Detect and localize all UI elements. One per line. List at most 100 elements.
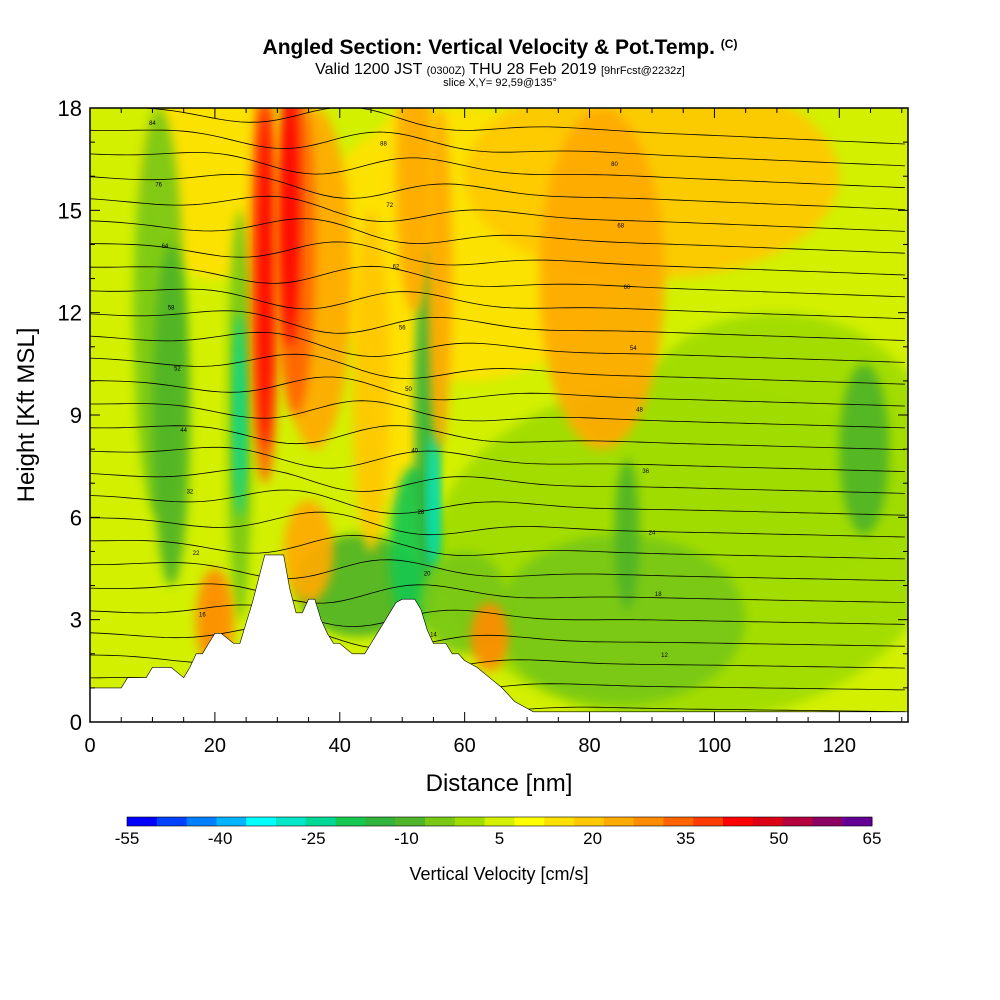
theta-contour-9 bbox=[90, 489, 905, 516]
theta-contour-21 bbox=[90, 218, 905, 254]
theta-contour-24 bbox=[90, 152, 905, 189]
contour-label: 20 bbox=[424, 571, 431, 577]
colorbar-tick-label: 5 bbox=[495, 829, 504, 848]
theta-contour-20 bbox=[90, 241, 905, 276]
contour-label: 12 bbox=[661, 653, 668, 659]
contour-label: 62 bbox=[393, 264, 400, 270]
contour-label: 72 bbox=[386, 203, 393, 209]
colorbar-swatch-0 bbox=[454, 817, 486, 826]
theta-contour-22 bbox=[90, 195, 905, 232]
theta-contour-19 bbox=[90, 265, 905, 298]
velocity-cell-28 bbox=[470, 602, 509, 671]
x-tick-label: 60 bbox=[454, 735, 476, 757]
terrain-profile bbox=[89, 554, 909, 723]
colorbar-swatch-5 bbox=[484, 817, 515, 826]
x-tick-label: 100 bbox=[698, 735, 731, 757]
contour-label: 44 bbox=[180, 428, 187, 434]
colorbar-swatch-45 bbox=[723, 817, 754, 826]
theta-contour-8 bbox=[90, 511, 905, 538]
contour-label: 88 bbox=[380, 142, 387, 148]
velocity-cell-16 bbox=[614, 459, 640, 610]
valid-prefix: Valid 1200 JST bbox=[315, 61, 423, 78]
velocity-cell-20 bbox=[352, 210, 390, 552]
colorbar-swatch-40 bbox=[693, 817, 724, 826]
contour-label: 52 bbox=[174, 367, 181, 373]
colorbar-tick-label: 35 bbox=[676, 829, 695, 848]
colorbar-swatch--10 bbox=[395, 817, 426, 826]
colorbar-swatch-65 bbox=[842, 817, 873, 826]
theta-contour-5 bbox=[90, 583, 905, 604]
colorbar-swatch--45 bbox=[186, 817, 217, 826]
valid-date: THU 28 Feb 2019 bbox=[469, 61, 597, 78]
valid-time-line: Valid 1200 JST (0300Z) THU 28 Feb 2019 [… bbox=[0, 61, 1000, 79]
contour-label: 32 bbox=[187, 489, 194, 495]
contour-label: 64 bbox=[162, 244, 169, 250]
velocity-cell-5 bbox=[539, 108, 665, 450]
y-tick-label: 18 bbox=[58, 96, 82, 121]
chart-title: Angled Section: Vertical Velocity & Pot.… bbox=[262, 36, 738, 59]
colorbar-swatch--55 bbox=[127, 817, 158, 826]
contour-label: 18 bbox=[655, 592, 662, 598]
velocity-cell-9 bbox=[152, 244, 190, 586]
colorbar-swatch--35 bbox=[246, 817, 277, 826]
x-axis: 0 20 40 60 80 100 120 bbox=[84, 108, 903, 757]
colorbar-swatch--25 bbox=[305, 817, 337, 826]
colorbar-tick-label: -10 bbox=[394, 829, 419, 848]
contour-label: 76 bbox=[155, 182, 162, 188]
x-axis-label: Distance [nm] bbox=[426, 770, 573, 797]
theta-contour-25 bbox=[90, 129, 905, 167]
velocity-cell-21 bbox=[395, 108, 434, 313]
contour-label: 68 bbox=[617, 223, 624, 229]
contour-label: 58 bbox=[168, 305, 175, 311]
contour-label: 54 bbox=[630, 346, 637, 352]
slice-info: slice X,Y= 92,59@135° bbox=[443, 77, 557, 89]
theta-contour-17 bbox=[90, 310, 905, 341]
theta-contour-4 bbox=[90, 604, 905, 628]
y-tick-label: 15 bbox=[58, 198, 82, 223]
theta-contour-11 bbox=[90, 446, 905, 472]
contour-label: 36 bbox=[642, 469, 649, 475]
contour-label: 14 bbox=[430, 633, 437, 639]
colorbar-swatch-25 bbox=[603, 817, 635, 826]
velocity-cell-24 bbox=[257, 108, 273, 450]
colorbar-frame bbox=[126, 816, 873, 827]
x-tick-label: 40 bbox=[329, 735, 351, 757]
colorbar-tick-label: -55 bbox=[115, 829, 140, 848]
contour-label: 56 bbox=[399, 326, 406, 332]
theta-contour-26 bbox=[138, 108, 905, 145]
theta-contour-18 bbox=[90, 288, 905, 320]
theta-contours: 84 88 80 76 72 68 64 62 60 58 56 54 52 50 48 44 40 36 32 28… bbox=[90, 108, 905, 715]
theta-contour-6 bbox=[90, 559, 905, 582]
contour-label: 60 bbox=[624, 285, 631, 291]
colorbar-swatch-60 bbox=[812, 817, 843, 826]
colorbar-swatch-30 bbox=[633, 817, 664, 826]
colorbar-swatch--50 bbox=[156, 817, 188, 826]
colorbar-swatch--20 bbox=[335, 817, 366, 826]
x-tick-label: 0 bbox=[84, 735, 95, 757]
y-tick-label: 0 bbox=[70, 710, 82, 735]
contour-label: 28 bbox=[418, 510, 425, 516]
theta-contour-10 bbox=[90, 468, 905, 494]
velocity-cell-15 bbox=[427, 432, 440, 569]
velocity-cell-29 bbox=[283, 500, 334, 603]
colorbar-tick-label: -25 bbox=[301, 829, 326, 848]
theta-contour-3 bbox=[90, 625, 905, 650]
theta-contour-15 bbox=[90, 353, 905, 385]
colorbar-swatch--15 bbox=[365, 817, 396, 826]
colorbar-tick-label: -40 bbox=[208, 829, 233, 848]
forecast-info: [9hrFcst@2232z] bbox=[600, 65, 685, 77]
contour-label: 16 bbox=[199, 612, 206, 618]
velocity-cell-22 bbox=[427, 108, 453, 450]
y-axis-label: Height [Kft MSL] bbox=[13, 328, 40, 503]
contour-label: 84 bbox=[149, 121, 156, 127]
colorbar-swatch--5 bbox=[425, 817, 456, 826]
colorbar-swatch-55 bbox=[782, 817, 813, 826]
colorbar-swatch-10 bbox=[514, 817, 545, 826]
colorbar-swatch-50 bbox=[752, 817, 784, 826]
valid-zulu: (0300Z) bbox=[426, 65, 466, 77]
contour-label: 50 bbox=[405, 387, 412, 393]
x-tick-label: 120 bbox=[823, 735, 856, 757]
velocity-cell-11 bbox=[233, 312, 247, 518]
